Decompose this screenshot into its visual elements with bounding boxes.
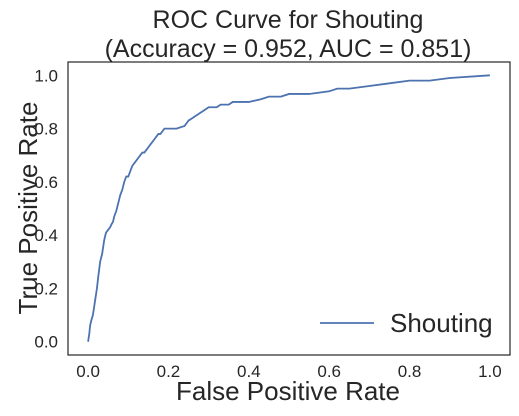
x-tick-label: 0.2 — [157, 362, 181, 381]
legend-label-shouting: Shouting — [390, 308, 493, 338]
x-tick-label: 0.8 — [398, 362, 422, 381]
x-axis-ticks: 0.0 0.2 0.4 0.6 0.8 1.0 — [76, 362, 501, 381]
y-tick-label: 0.8 — [34, 120, 58, 139]
y-tick-label: 0.4 — [34, 226, 58, 245]
y-axis-label: True Positive Rate — [13, 102, 43, 315]
y-tick-label: 0.2 — [34, 279, 58, 298]
x-axis-label: False Positive Rate — [176, 376, 400, 406]
legend: Shouting — [320, 308, 493, 338]
roc-curve-line — [87, 74, 490, 342]
x-tick-label: 0.6 — [317, 362, 341, 381]
y-axis-ticks: 0.0 0.2 0.4 0.6 0.8 1.0 — [34, 66, 58, 351]
x-tick-label: 0.0 — [76, 362, 100, 381]
x-tick-label: 1.0 — [478, 362, 502, 381]
y-tick-label: 0.6 — [34, 173, 58, 192]
chart-title-line1: ROC Curve for Shouting — [153, 6, 424, 34]
y-tick-label: 0.0 — [34, 333, 58, 352]
chart-title-line2: (Accuracy = 0.952, AUC = 0.851) — [105, 35, 472, 63]
x-tick-label: 0.4 — [237, 362, 261, 381]
y-tick-label: 1.0 — [34, 66, 58, 85]
plot-area-frame — [67, 61, 511, 356]
